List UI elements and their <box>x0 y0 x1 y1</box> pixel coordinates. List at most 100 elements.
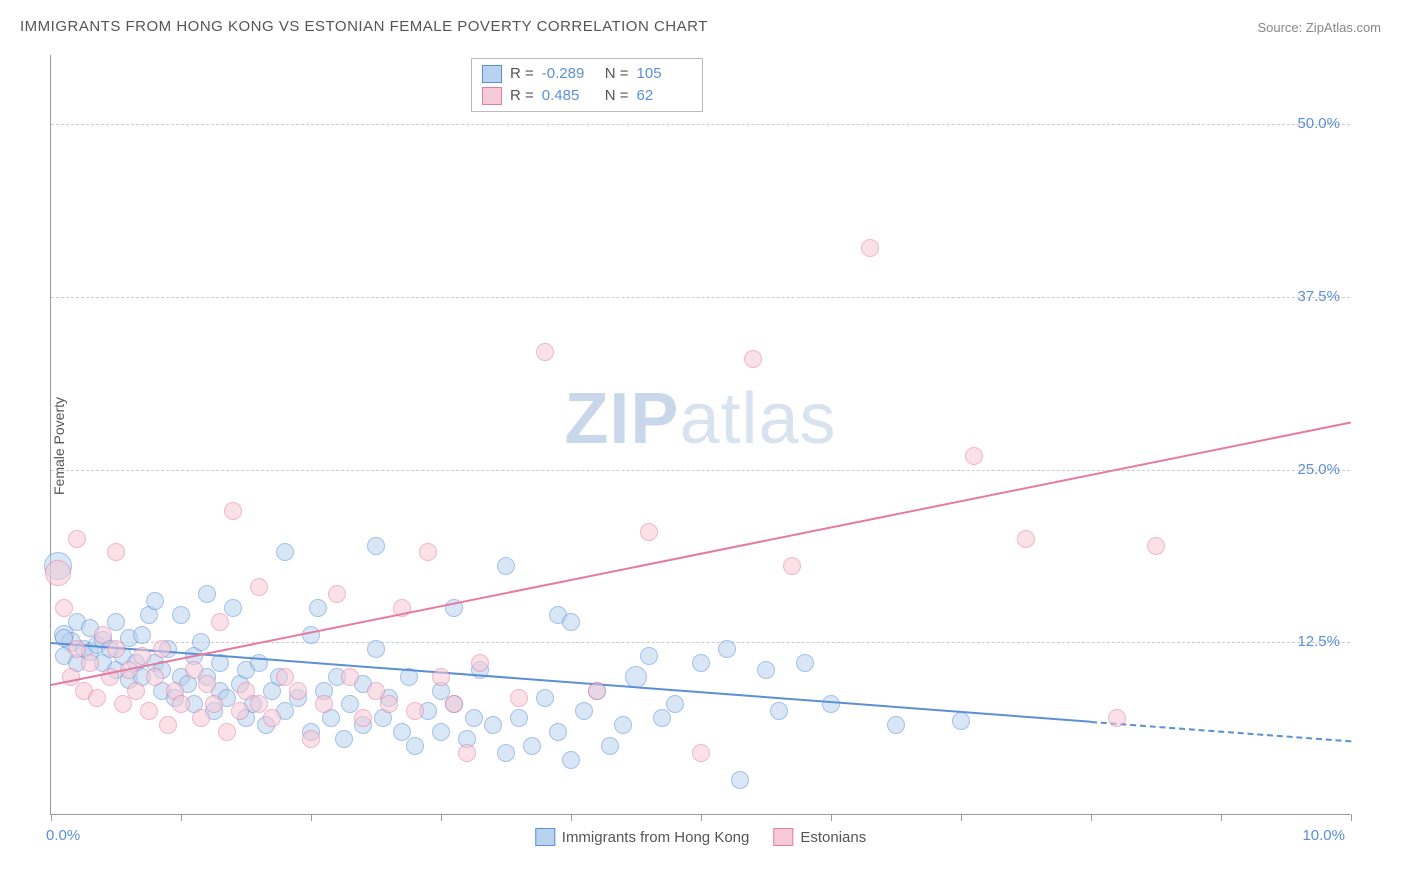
point-hongkong <box>718 640 736 658</box>
point-estonians <box>354 709 372 727</box>
point-hongkong <box>549 723 567 741</box>
y-tick-label: 25.0% <box>1297 461 1340 478</box>
point-hongkong <box>497 744 515 762</box>
point-estonians <box>198 675 216 693</box>
point-estonians <box>341 668 359 686</box>
point-hongkong <box>510 709 528 727</box>
swatch-hongkong <box>482 65 502 83</box>
point-hongkong <box>601 737 619 755</box>
point-estonians <box>218 723 236 741</box>
point-estonians <box>380 695 398 713</box>
point-estonians <box>458 744 476 762</box>
point-estonians <box>55 599 73 617</box>
point-estonians <box>81 654 99 672</box>
point-hongkong <box>497 557 515 575</box>
point-estonians <box>471 654 489 672</box>
point-hongkong <box>692 654 710 672</box>
point-estonians <box>68 530 86 548</box>
point-hongkong <box>335 730 353 748</box>
point-hongkong <box>887 716 905 734</box>
legend-item: Estonians <box>773 828 866 846</box>
point-estonians <box>536 343 554 361</box>
point-estonians <box>250 578 268 596</box>
point-hongkong <box>653 709 671 727</box>
point-estonians <box>406 702 424 720</box>
gridline <box>51 642 1350 643</box>
point-hongkong <box>562 613 580 631</box>
watermark-text: ZIPatlas <box>564 378 836 460</box>
x-tick-label: 0.0% <box>46 827 80 844</box>
point-hongkong <box>406 737 424 755</box>
swatch-estonians <box>773 828 793 846</box>
x-tick <box>1351 814 1352 821</box>
point-estonians <box>315 695 333 713</box>
source-attribution: Source: ZipAtlas.com <box>1257 20 1381 35</box>
point-estonians <box>153 640 171 658</box>
x-tick <box>441 814 442 821</box>
point-hongkong <box>640 647 658 665</box>
point-hongkong <box>484 716 502 734</box>
gridline <box>51 470 1350 471</box>
n-value-estonians: 62 <box>637 85 692 107</box>
point-estonians <box>107 543 125 561</box>
point-estonians <box>114 695 132 713</box>
point-hongkong <box>952 712 970 730</box>
point-estonians <box>692 744 710 762</box>
point-hongkong <box>192 633 210 651</box>
point-hongkong <box>562 751 580 769</box>
point-estonians <box>224 502 242 520</box>
x-tick <box>701 814 702 821</box>
point-estonians <box>328 585 346 603</box>
y-tick-label: 37.5% <box>1297 288 1340 305</box>
point-estonians <box>159 716 177 734</box>
x-tick <box>181 814 182 821</box>
point-hongkong <box>465 709 483 727</box>
watermark-atlas: atlas <box>679 379 836 459</box>
legend-label: Estonians <box>800 829 866 846</box>
point-hongkong <box>614 716 632 734</box>
point-estonians <box>744 350 762 368</box>
point-hongkong <box>625 666 647 688</box>
gridline <box>51 297 1350 298</box>
correlation-legend: R = -0.289 N = 105 R = 0.485 N = 62 <box>471 58 703 112</box>
y-tick-label: 12.5% <box>1297 633 1340 650</box>
x-tick <box>51 814 52 821</box>
point-hongkong <box>198 585 216 603</box>
point-hongkong <box>172 606 190 624</box>
point-estonians <box>640 523 658 541</box>
point-hongkong <box>822 695 840 713</box>
point-estonians <box>263 709 281 727</box>
x-tick <box>831 814 832 821</box>
watermark-zip: ZIP <box>564 379 679 459</box>
n-label: N = <box>605 63 629 85</box>
point-hongkong <box>666 695 684 713</box>
point-estonians <box>419 543 437 561</box>
point-estonians <box>289 682 307 700</box>
x-tick <box>1221 814 1222 821</box>
r-label: R = <box>510 63 534 85</box>
point-estonians <box>146 668 164 686</box>
point-hongkong <box>757 661 775 679</box>
r-value-hongkong: -0.289 <box>542 63 597 85</box>
point-hongkong <box>367 537 385 555</box>
point-estonians <box>107 640 125 658</box>
x-tick <box>961 814 962 821</box>
swatch-hongkong <box>535 828 555 846</box>
point-estonians <box>231 702 249 720</box>
point-estonians <box>783 557 801 575</box>
r-label: R = <box>510 85 534 107</box>
n-value-hongkong: 105 <box>637 63 692 85</box>
point-estonians <box>510 689 528 707</box>
x-tick <box>1091 814 1092 821</box>
point-estonians <box>192 709 210 727</box>
point-estonians <box>861 239 879 257</box>
point-estonians <box>140 702 158 720</box>
point-hongkong <box>770 702 788 720</box>
point-hongkong <box>796 654 814 672</box>
gridline <box>51 124 1350 125</box>
series-legend: Immigrants from Hong Kong Estonians <box>535 828 866 846</box>
x-tick <box>311 814 312 821</box>
point-estonians <box>1017 530 1035 548</box>
point-estonians <box>133 647 151 665</box>
legend-item: Immigrants from Hong Kong <box>535 828 750 846</box>
